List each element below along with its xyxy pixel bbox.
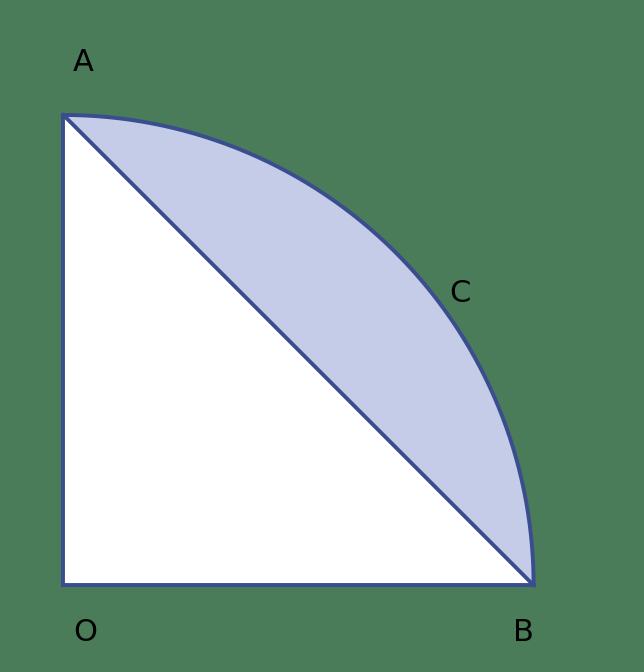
- Polygon shape: [63, 115, 534, 585]
- Text: A: A: [73, 48, 93, 77]
- Text: O: O: [73, 618, 97, 647]
- Text: B: B: [513, 618, 534, 647]
- Text: C: C: [449, 279, 470, 308]
- Polygon shape: [63, 115, 534, 585]
